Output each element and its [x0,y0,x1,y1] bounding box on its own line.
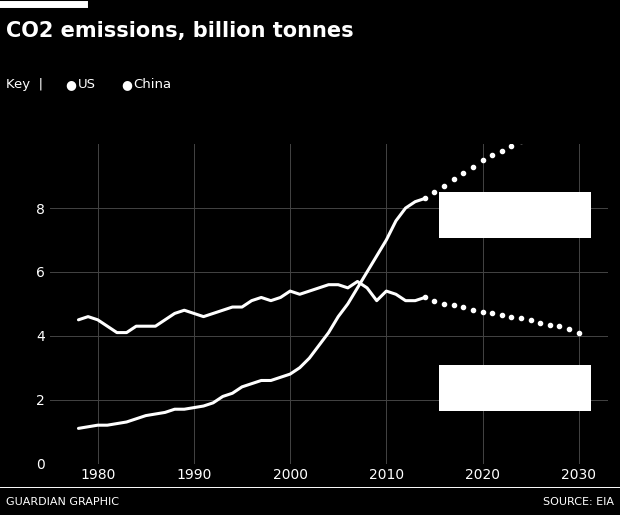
Text: CO2 emissions, billion tonnes: CO2 emissions, billion tonnes [6,21,354,41]
Text: Key  |: Key | [6,78,43,92]
Bar [439,365,591,411]
Text: ●: ● [121,78,132,92]
Text: GUARDIAN GRAPHIC: GUARDIAN GRAPHIC [6,497,119,507]
Text: SOURCE: EIA: SOURCE: EIA [542,497,614,507]
Text: US: US [78,78,95,92]
Bar [439,192,591,238]
Text: ●: ● [65,78,76,92]
Text: China: China [133,78,171,92]
